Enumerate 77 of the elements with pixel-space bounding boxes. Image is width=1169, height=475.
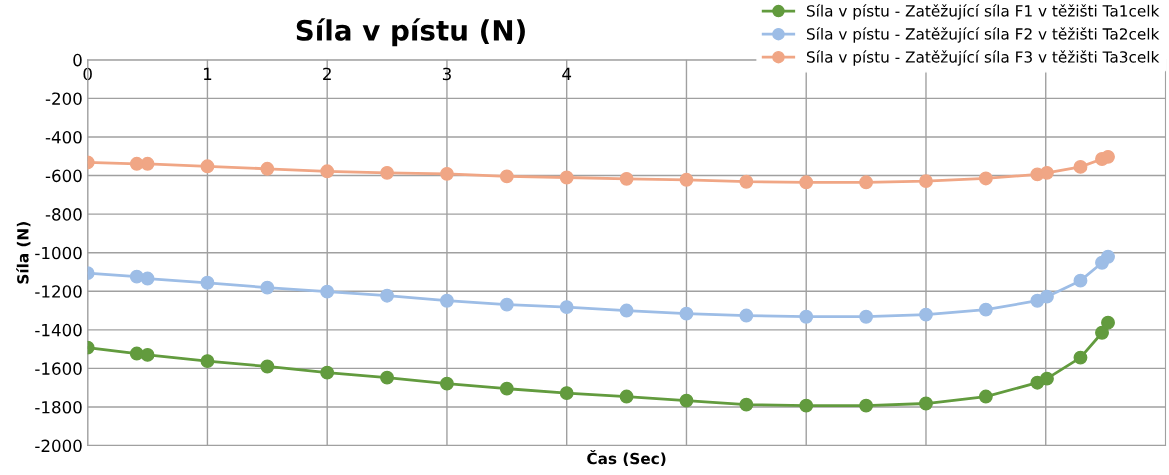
point (260, 280, 275, 295)
x-axis-title: Čas (Sec) (587, 449, 666, 467)
y-tick-label: -200 (45, 92, 82, 105)
point (499, 381, 514, 396)
point (679, 393, 694, 408)
point (799, 309, 814, 324)
point (559, 170, 574, 185)
y-tick-label: -600 (45, 169, 82, 183)
point (320, 164, 335, 179)
point (440, 376, 454, 391)
point (978, 389, 993, 404)
point (1101, 249, 1115, 264)
point (140, 271, 155, 286)
point (679, 172, 694, 187)
point (320, 365, 335, 380)
y-tick-label: -1800 (35, 400, 82, 414)
point (978, 302, 993, 317)
point (919, 174, 933, 189)
point (1073, 273, 1088, 288)
point (559, 300, 574, 315)
point (1101, 149, 1115, 164)
point (440, 166, 454, 181)
y-tick-label: -2000 (35, 439, 82, 453)
point (320, 284, 335, 299)
point (799, 398, 814, 413)
point (260, 359, 275, 374)
point (619, 303, 634, 318)
point (1101, 315, 1115, 330)
point (739, 397, 754, 412)
x-tick-label: 4 (562, 67, 572, 80)
x-tick-label: 1 (203, 67, 212, 80)
point (380, 165, 395, 180)
point (859, 309, 874, 324)
point (200, 159, 215, 174)
y-tick-label: -1600 (35, 362, 82, 375)
legend-label: Síla v pístu - Zatěžující síla F1 v těžišti Ta1celk (806, 4, 1160, 20)
point (1073, 350, 1088, 365)
point (200, 275, 215, 290)
point (200, 354, 215, 369)
point (380, 288, 395, 303)
y-axis-title: Síla (N) (16, 222, 31, 284)
point (739, 174, 754, 189)
chart-title: Síla v pístu (N) (296, 18, 525, 47)
y-tick-label: 0 (73, 53, 82, 67)
point (1095, 325, 1109, 340)
x-tick-label: 2 (323, 67, 331, 80)
x-tick-label: 0 (83, 67, 92, 81)
point (499, 297, 514, 312)
y-tick-label: -400 (45, 130, 82, 144)
point (1039, 371, 1054, 386)
point (919, 307, 933, 322)
point (859, 175, 874, 190)
point (978, 171, 993, 186)
legend-label: Síla v pístu - Zatěžující síla F3 v těžišti Ta3celk (806, 50, 1160, 66)
y-tick-label: -1400 (35, 323, 82, 337)
point (1039, 289, 1054, 304)
point (799, 175, 814, 190)
point (1039, 165, 1054, 180)
point (140, 156, 155, 171)
point (440, 293, 454, 308)
y-tick-label: -1000 (35, 246, 82, 260)
point (499, 169, 514, 184)
point (679, 306, 694, 321)
point (559, 386, 574, 401)
x-tick-label: 3 (442, 67, 451, 81)
point (739, 308, 754, 323)
point (260, 161, 275, 176)
point (619, 171, 634, 186)
legend-label: Síla v pístu - Zatěžující síla F2 v těžišti Ta2celk (806, 27, 1160, 43)
point (859, 398, 874, 413)
point (1073, 159, 1088, 174)
point (619, 389, 634, 404)
point (140, 347, 155, 362)
point (380, 370, 395, 385)
y-tick-label: -800 (45, 208, 82, 221)
y-tick-label: -1200 (35, 285, 82, 298)
point (919, 396, 933, 411)
